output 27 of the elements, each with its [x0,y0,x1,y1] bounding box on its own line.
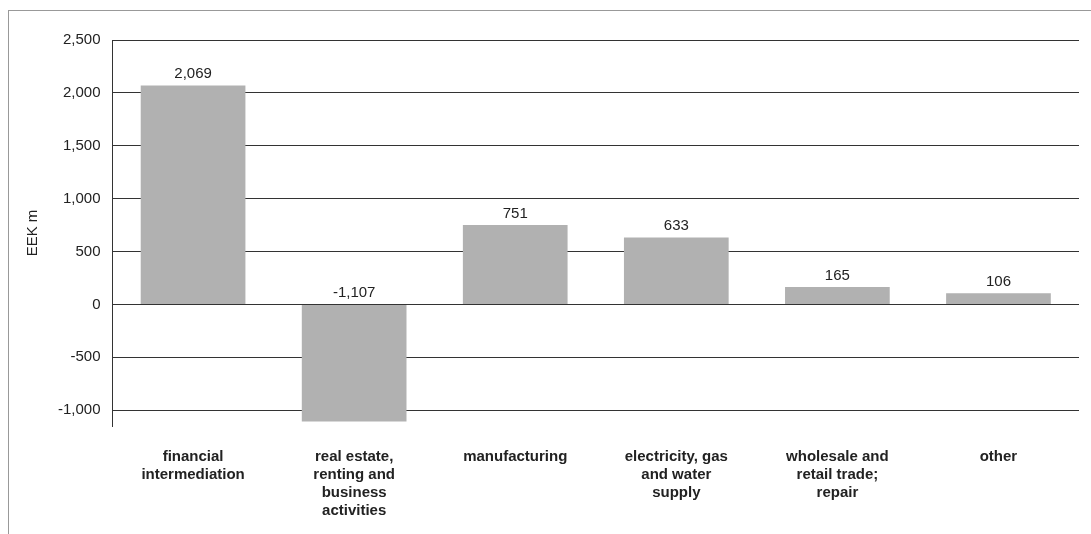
y-axis-title: EEK m [23,209,41,257]
data-label: -1,107 [332,283,376,301]
x-tick-label: real estate, renting and business activities [313,447,395,519]
y-tick-label: 0 [92,294,101,312]
x-tick-label: electricity, gas and water supply [624,447,728,501]
y-tick-label: 1,000 [62,188,101,206]
data-label: 165 [824,265,850,283]
data-label: 2,069 [174,64,212,82]
y-tick-label: 2,000 [62,83,101,101]
x-tick-label: wholesale and retail trade; repair [785,447,889,501]
data-label: 106 [985,271,1011,289]
x-tick-label: manufacturing [463,447,568,465]
y-tick-label: 1,500 [62,135,101,153]
bar [140,85,246,304]
bar [462,224,568,304]
data-label: 751 [502,203,528,221]
y-tick-label: 2,500 [62,30,101,48]
y-tick-label: -1,000 [57,400,101,418]
y-tick-label: 500 [75,241,101,259]
bar [946,293,1051,304]
y-tick-label: -500 [70,347,101,365]
bar [301,304,407,422]
x-tick-label: other [979,447,1018,465]
bar [623,237,729,304]
bar [785,286,890,304]
x-tick-label: financial intermediation [141,447,245,483]
data-label: 633 [663,216,689,234]
